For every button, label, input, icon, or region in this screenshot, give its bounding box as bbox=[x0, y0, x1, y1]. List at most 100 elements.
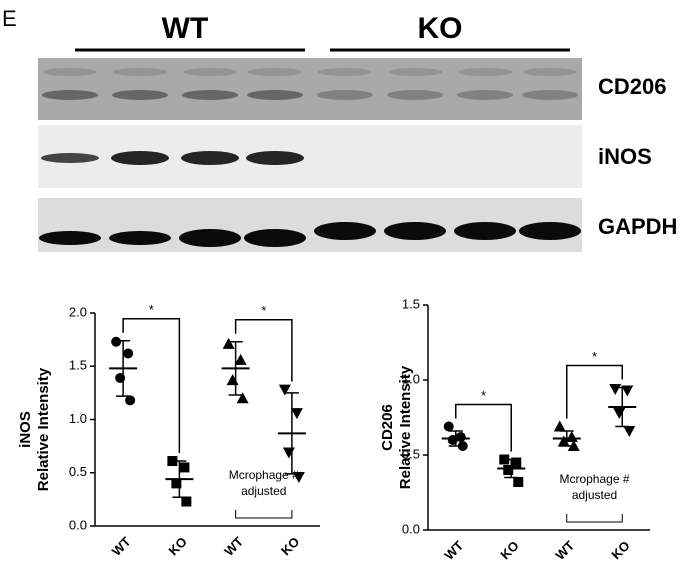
band bbox=[181, 151, 239, 165]
band bbox=[42, 90, 98, 100]
point bbox=[513, 477, 524, 487]
blot-row-label: iNOS bbox=[598, 144, 652, 169]
note-text: adjusted bbox=[572, 488, 617, 502]
point bbox=[179, 462, 190, 473]
note-text: Mcrophage # bbox=[229, 468, 299, 482]
x-tick-label: KO bbox=[166, 534, 190, 558]
point bbox=[171, 478, 182, 489]
significance-label: * bbox=[592, 349, 597, 364]
y-axis-label: CD206 bbox=[379, 404, 396, 451]
band bbox=[111, 151, 169, 165]
band bbox=[179, 229, 241, 247]
note-bracket bbox=[235, 510, 293, 519]
blot-cd206 bbox=[38, 58, 582, 120]
band bbox=[317, 90, 373, 100]
x-tick-label: KO bbox=[497, 538, 521, 562]
band bbox=[109, 231, 171, 245]
point bbox=[236, 392, 249, 404]
band bbox=[182, 90, 238, 100]
point bbox=[123, 348, 134, 359]
significance-bracket bbox=[234, 319, 293, 382]
point bbox=[290, 408, 303, 420]
point bbox=[609, 384, 622, 395]
band bbox=[183, 68, 237, 76]
point bbox=[511, 457, 522, 468]
y-tick-label: 1.5 bbox=[402, 296, 420, 311]
point bbox=[443, 421, 454, 432]
error-bar bbox=[284, 392, 299, 475]
error-bar bbox=[615, 386, 630, 428]
band bbox=[387, 90, 443, 100]
band bbox=[457, 90, 513, 100]
significance-label: * bbox=[261, 303, 266, 318]
point bbox=[565, 431, 578, 442]
note-bracket bbox=[566, 514, 623, 523]
x-tick-label: WT bbox=[552, 538, 577, 563]
x-tick-label: KO bbox=[608, 538, 632, 562]
point bbox=[278, 384, 291, 396]
y-axis-label: iNOS bbox=[17, 411, 34, 448]
point bbox=[503, 465, 514, 475]
significance-label: * bbox=[149, 302, 154, 317]
y-tick-label: 0.5 bbox=[402, 446, 420, 461]
note-text: Mcrophage # bbox=[559, 472, 629, 486]
blot-row-label: GAPDH bbox=[598, 214, 677, 239]
band bbox=[246, 151, 304, 165]
x-tick-label: WT bbox=[221, 534, 246, 559]
x-tick-label: WT bbox=[441, 538, 466, 563]
point bbox=[111, 336, 122, 347]
point bbox=[553, 420, 566, 432]
significance-label: * bbox=[481, 388, 486, 403]
y-tick-label: 1.5 bbox=[69, 358, 87, 373]
point bbox=[292, 472, 305, 484]
band bbox=[388, 68, 442, 76]
blot-row-label: CD206 bbox=[598, 74, 666, 99]
band bbox=[41, 153, 99, 163]
error-bar bbox=[559, 430, 574, 447]
y-tick-label: 0.0 bbox=[69, 517, 87, 532]
bands bbox=[39, 68, 581, 247]
band bbox=[318, 68, 372, 76]
y-axis-label: Relative Intensity bbox=[35, 367, 52, 491]
group-label: WT bbox=[162, 12, 209, 45]
x-tick-label: WT bbox=[109, 534, 134, 559]
band bbox=[522, 90, 578, 100]
significance-bracket bbox=[122, 317, 181, 454]
point bbox=[226, 374, 239, 386]
band bbox=[454, 222, 516, 240]
point bbox=[125, 395, 136, 406]
group-label: KO bbox=[418, 12, 463, 45]
band bbox=[43, 68, 97, 76]
band bbox=[244, 229, 306, 247]
y-tick-label: 0.0 bbox=[402, 521, 420, 536]
panel-label: E bbox=[2, 6, 17, 31]
band bbox=[112, 90, 168, 100]
y-axis-label: Relative Intensity bbox=[397, 365, 414, 489]
band bbox=[523, 68, 577, 76]
x-tick-label: KO bbox=[278, 534, 302, 558]
band bbox=[248, 68, 302, 76]
band bbox=[39, 231, 101, 245]
band bbox=[314, 222, 376, 240]
point bbox=[282, 447, 295, 459]
note-text: adjusted bbox=[241, 484, 286, 498]
point bbox=[222, 337, 235, 349]
y-tick-label: 0.5 bbox=[69, 464, 87, 479]
error-bar bbox=[172, 460, 187, 498]
y-tick-label: 2.0 bbox=[69, 304, 87, 319]
error-bar bbox=[228, 341, 243, 396]
band bbox=[113, 68, 167, 76]
point bbox=[623, 426, 636, 437]
band bbox=[247, 90, 303, 100]
y-tick-label: 1.0 bbox=[69, 411, 87, 426]
band bbox=[458, 68, 512, 76]
point bbox=[613, 408, 626, 419]
y-tick-label: 1.0 bbox=[402, 371, 420, 386]
band bbox=[384, 222, 446, 240]
error-bar bbox=[504, 458, 519, 479]
point bbox=[234, 353, 247, 365]
point bbox=[181, 496, 192, 507]
significance-bracket bbox=[566, 364, 623, 419]
error-bar bbox=[448, 430, 463, 447]
